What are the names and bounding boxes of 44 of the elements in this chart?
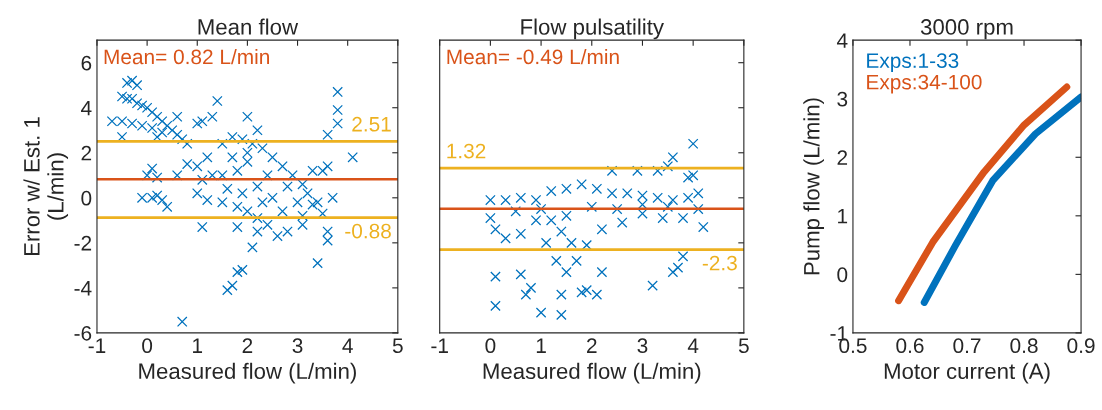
y-tick-label: 1 — [838, 209, 848, 224]
x-tick-label: 0.7 — [953, 338, 981, 354]
annotation: Mean= -0.49 L/min — [447, 48, 619, 65]
y-tick-label: 4 — [81, 100, 92, 116]
x-tick-label: 0.6 — [896, 338, 924, 354]
y-tick-label: 2 — [81, 145, 92, 161]
x-tick-label: 2 — [242, 338, 253, 353]
y-tick-label: 3 — [837, 91, 848, 107]
y-tick-label: 2 — [837, 150, 848, 165]
y-tick-label: 0 — [81, 190, 92, 206]
x-tick-label: 0 — [142, 338, 153, 354]
x-axis-title: Measured flow (L/min) — [483, 362, 701, 384]
y-tick-label: 4 — [836, 33, 848, 48]
y-axis-title: Error w/ Est. 1 (L/min) — [23, 117, 69, 256]
x-tick-label: 5 — [738, 338, 749, 354]
annotation: Mean= 0.82 L/min — [104, 48, 269, 65]
x-tick-label: -1 — [431, 338, 448, 353]
x-tick-label: 3 — [637, 338, 648, 354]
y-axis-title: Pump flow (L/min) — [803, 98, 825, 275]
chart-title: 3000 rpm — [920, 19, 1013, 40]
ref-line-label: 2.51 — [352, 116, 391, 132]
text: Exps:1-33 — [867, 53, 959, 73]
x-tick-label: 3 — [292, 338, 303, 354]
x-tick-label: 1 — [536, 338, 546, 353]
chart-title: Mean flow — [198, 18, 299, 35]
x-tick-label: 4 — [687, 338, 699, 353]
x-axis-title: Measured flow (L/min) — [139, 362, 356, 384]
y-tick-label: 0 — [837, 267, 848, 283]
y-tick-label: -2 — [74, 235, 92, 251]
x-tick-label: 2 — [587, 338, 597, 353]
x-tick-label: 4 — [342, 338, 353, 353]
x-tick-label: 0.9 — [1067, 338, 1095, 354]
chart-title: Flow pulsatility — [521, 18, 664, 40]
x-axis-title: Motor current (A) — [884, 362, 1050, 384]
x-tick-label: 5 — [392, 338, 403, 354]
y-tick-label: 6 — [81, 55, 92, 71]
text: Exps:34-100 — [867, 74, 982, 94]
x-tick-label: 0 — [485, 338, 496, 354]
ref-line-label: -0.88 — [345, 223, 391, 239]
x-tick-label: 0.8 — [1010, 338, 1038, 354]
x-tick-label: 1 — [193, 338, 203, 353]
ref-line-label: -2.3 — [702, 255, 737, 271]
ref-line-label: 1.32 — [447, 143, 486, 159]
y-tick-label: -4 — [74, 281, 92, 296]
